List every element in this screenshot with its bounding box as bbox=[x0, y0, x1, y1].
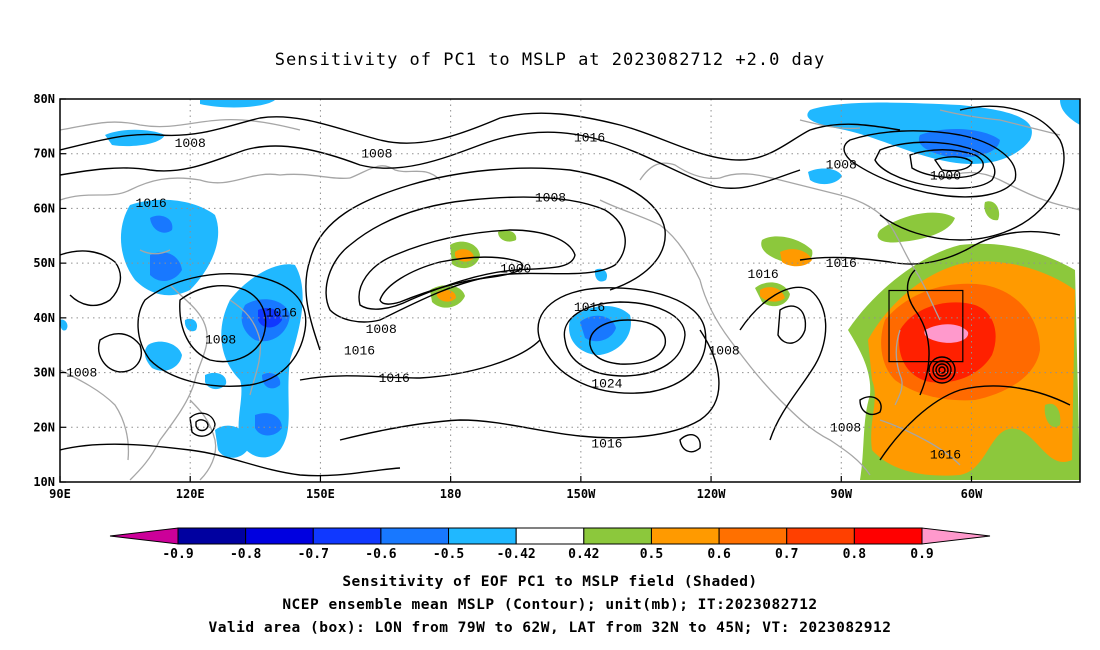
contour-label: 1016 bbox=[379, 371, 410, 386]
contour-label: 1008 bbox=[535, 190, 566, 205]
lat-tick-label: 10N bbox=[33, 475, 55, 489]
mslp-contours bbox=[60, 105, 1071, 477]
colorbar-label: -0.9 bbox=[162, 547, 193, 562]
lat-tick-label: 60N bbox=[33, 201, 55, 215]
colorbar-bin bbox=[718, 527, 788, 545]
contour-label: 1016 bbox=[136, 196, 167, 211]
contour-label: 1016 bbox=[930, 448, 961, 463]
contour-label: 1008 bbox=[66, 366, 97, 381]
colorbar-label: 0.7 bbox=[775, 547, 798, 562]
contour-label: 1016 bbox=[266, 305, 297, 320]
colorbar-label: 0.8 bbox=[843, 547, 867, 562]
contour-label: 1016 bbox=[344, 344, 375, 359]
contour-label: 1000 bbox=[500, 262, 531, 277]
contour-label: 1008 bbox=[826, 158, 857, 173]
colorbar-label: 0.42 bbox=[568, 547, 599, 562]
positive-shading-orange-south bbox=[886, 414, 941, 463]
colorbar-bin bbox=[583, 527, 652, 545]
contour-label: 1008 bbox=[175, 136, 206, 151]
contour-label: 1016 bbox=[574, 300, 605, 315]
contour-label: 1016 bbox=[748, 267, 779, 282]
lat-tick-label: 20N bbox=[33, 420, 55, 434]
footer-line-1: Sensitivity of EOF PC1 to MSLP field (Sh… bbox=[342, 574, 758, 590]
contour-label: 1016 bbox=[591, 437, 622, 452]
contour-label: 1016 bbox=[826, 256, 857, 271]
colorbar-bin bbox=[786, 527, 855, 545]
map-plot: 1008 1008 1016 1008 1016 1000 1016 1016 1008 1008… bbox=[60, 99, 1080, 482]
footer-line-2: NCEP ensemble mean MSLP (Contour); unit(… bbox=[282, 597, 818, 613]
lon-tick-label: 150E bbox=[306, 487, 335, 501]
lat-tick-label: 70N bbox=[33, 147, 55, 161]
lat-tick-label: 50N bbox=[33, 256, 55, 270]
negative-shading-asia-north bbox=[120, 199, 219, 296]
colorbar-label: -0.6 bbox=[365, 547, 396, 562]
positive-shading-pacific bbox=[430, 230, 517, 308]
colorbar-bin bbox=[380, 527, 450, 545]
lon-tick-label: 120W bbox=[697, 487, 727, 501]
footer-line-3: Valid area (box): LON from 79W to 62W, L… bbox=[208, 620, 892, 636]
colorbar-label: 0.5 bbox=[640, 547, 663, 562]
lon-tick-label: 90W bbox=[830, 487, 852, 501]
colorbar-bin bbox=[515, 527, 585, 545]
map-graticule bbox=[60, 99, 1080, 482]
contour-label: 1016 bbox=[574, 130, 605, 145]
map-frame bbox=[59, 98, 1081, 483]
colorbar-label: 0.6 bbox=[707, 547, 731, 562]
colorbar-high-extend bbox=[921, 527, 991, 545]
lat-tick-label: 30N bbox=[33, 366, 55, 380]
colorbar-label: -0.5 bbox=[433, 547, 464, 562]
contour-label: 1000 bbox=[930, 169, 961, 184]
contour-label: 1008 bbox=[366, 322, 397, 337]
contour-label: 1008 bbox=[708, 344, 739, 359]
contour-label: 1008 bbox=[830, 420, 861, 435]
valid-area-box bbox=[888, 289, 964, 363]
positive-shading-small-orange bbox=[760, 249, 812, 302]
colorbar-label: -0.42 bbox=[497, 547, 536, 562]
colorbar-bin bbox=[448, 527, 517, 545]
figure-title: Sensitivity of PC1 to MSLP at 2023082712… bbox=[274, 50, 826, 70]
lon-tick-label: 180 bbox=[440, 487, 462, 501]
colorbar-bin bbox=[177, 527, 247, 545]
contour-labels: 1008 1008 1016 1008 1016 1000 1016 1016 1008 1008… bbox=[66, 130, 961, 463]
lon-tick-label: 90E bbox=[49, 487, 71, 501]
negative-shading-japan-dark bbox=[241, 299, 290, 436]
colorbar-bin bbox=[245, 527, 314, 545]
contour-label: 1024 bbox=[591, 377, 622, 392]
colorbar-label: 0.9 bbox=[910, 547, 933, 562]
colorbar-low-extend bbox=[109, 527, 179, 545]
latitude-axis: 80N 70N 60N 50N 40N 30N 20N 10N bbox=[33, 92, 66, 489]
negative-shading-asia-north-dark bbox=[150, 215, 182, 282]
colorbar-bin bbox=[312, 527, 382, 545]
lon-tick-label: 60W bbox=[961, 487, 983, 501]
lat-tick-label: 80N bbox=[33, 92, 55, 106]
negative-shading-china bbox=[60, 318, 250, 458]
colorbar-label: -0.7 bbox=[298, 547, 329, 562]
colorbar-label: -0.8 bbox=[230, 547, 261, 562]
lon-tick-label: 150W bbox=[566, 487, 596, 501]
colorbar-bin bbox=[853, 527, 923, 545]
colorbar: -0.9 -0.8 -0.7 -0.6 -0.5 -0.42 0.42 0.5 0.6 0.7 0.… bbox=[109, 527, 991, 562]
lat-tick-label: 40N bbox=[33, 311, 55, 325]
positive-shading-pacific-orange bbox=[437, 249, 474, 302]
lon-tick-label: 120E bbox=[176, 487, 205, 501]
colorbar-bin bbox=[650, 527, 720, 545]
positive-shading-pink bbox=[924, 324, 969, 343]
contour-label: 1008 bbox=[205, 333, 236, 348]
longitude-axis: 90E 120E 150E 180 150W 120W 90W 60W bbox=[49, 476, 983, 501]
contour-label: 1008 bbox=[361, 147, 392, 162]
